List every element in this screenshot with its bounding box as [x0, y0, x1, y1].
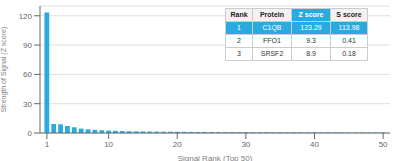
svg-text:30: 30 — [241, 140, 250, 149]
html-text:Protein: Protein — [259, 11, 285, 18]
svg-text:50: 50 — [379, 140, 388, 149]
svg-text:20: 20 — [173, 140, 182, 149]
svg-text:Signal Rank (Top 50): Signal Rank (Top 50) — [178, 154, 253, 161]
svg-text:Strength of Signal (Z score): Strength of Signal (Z score) — [8, 27, 9, 113]
svg-text:1: 1 — [45, 140, 50, 149]
svg-text:40: 40 — [310, 140, 319, 149]
html-text:S score: S score — [336, 11, 362, 18]
html-text:3: 3 — [237, 50, 241, 57]
html-text:SRSF2: SRSF2 — [260, 50, 284, 57]
html-text:Z score: Z score — [298, 11, 324, 18]
html-text:123.29: 123.29 — [300, 24, 322, 31]
html-text:1: 1 — [237, 24, 241, 31]
svg-text:120: 120 — [19, 12, 33, 21]
html-text:Rank: Rank — [230, 11, 248, 18]
svg-text:10: 10 — [104, 140, 113, 149]
html-text:C1QB: C1QB — [262, 24, 282, 31]
html-text:9.3: 9.3 — [306, 37, 316, 44]
svg-text:90: 90 — [23, 41, 32, 50]
html-text:8.9: 8.9 — [306, 50, 316, 57]
html-text:2: 2 — [237, 37, 241, 44]
html-text:113.98: 113.98 — [338, 24, 360, 31]
svg-text:60: 60 — [23, 70, 32, 79]
html-text:FFO1: FFO1 — [263, 37, 281, 44]
svg-text:0: 0 — [28, 129, 33, 138]
html-text:0.18: 0.18 — [342, 50, 356, 57]
html-text:0.41: 0.41 — [342, 37, 356, 44]
svg-text:30: 30 — [23, 100, 32, 109]
